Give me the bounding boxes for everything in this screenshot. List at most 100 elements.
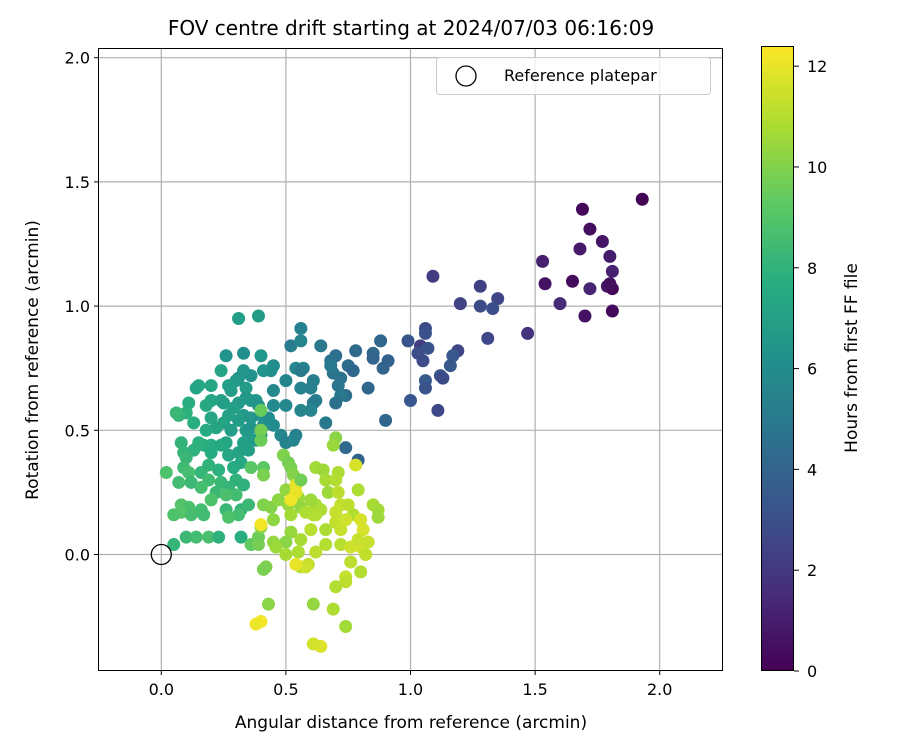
data-point [204,493,218,507]
data-point [346,364,360,378]
data-point [214,364,228,378]
colorbar-tick-label: 2 [807,561,817,580]
data-point [366,351,380,365]
data-point [339,513,353,527]
colorbar-tick-label: 8 [807,259,817,278]
data-point [421,341,435,355]
data-point [436,371,450,385]
data-point [224,423,238,437]
x-tick-label: 2.0 [647,680,672,699]
data-point [189,381,203,395]
data-point [404,393,417,407]
data-point [334,523,348,537]
data-point [329,580,343,594]
y-tick-label: 0.0 [65,545,90,564]
data-point [254,349,268,363]
grid-lines [99,49,722,670]
x-axis-label: Angular distance from reference (arcmin) [235,713,587,733]
data-point [334,538,348,552]
data-point [266,384,280,398]
data-point [204,411,218,425]
data-point [538,277,552,291]
data-point [341,498,355,512]
data-point [174,436,188,450]
data-point [306,597,320,611]
data-point [254,423,268,437]
data-point [159,466,173,480]
data-point [184,475,198,489]
data-point [234,456,248,470]
x-tick-label: 1.5 [522,680,547,699]
colorbar-frame [761,46,794,671]
data-point [316,463,330,477]
data-point [266,398,280,412]
data-point [284,493,298,507]
data-point [309,545,323,559]
data-point [349,458,363,472]
data-point [371,510,385,524]
data-point [294,403,308,417]
data-point [256,468,270,482]
data-point [573,242,587,256]
data-point [491,292,505,306]
data-point [603,249,617,263]
data-point [426,269,440,283]
y-tick-label: 1.5 [65,173,90,192]
y-tick-label: 0.5 [65,421,90,440]
data-point [418,326,432,340]
data-point [279,535,293,549]
data-point [232,312,246,326]
data-point [242,443,256,457]
legend-label: Reference platepar [504,66,657,85]
data-point [299,560,313,574]
data-point [194,480,208,494]
data-point [169,406,183,420]
data-point [232,413,246,427]
data-point [239,381,253,395]
data-point [635,192,649,206]
colorbar-gradient [761,46,794,671]
data-point [319,473,333,487]
data-point [605,304,619,318]
data-point [431,403,445,417]
data-point [304,493,318,507]
data-point [269,540,283,554]
data-point [256,562,270,576]
data-point [416,354,430,368]
data-point [306,637,320,651]
data-point [279,547,293,561]
colorbar-tick-label: 4 [807,460,817,479]
x-tick-label: 0.5 [273,680,298,699]
colorbar-ticks: 0 2 4 6 8 10 12 [794,57,827,681]
data-point [473,299,487,313]
data-point [234,530,248,544]
data-point [222,510,236,524]
data-point [294,381,308,395]
data-point [202,458,216,472]
data-point [319,416,333,430]
data-point [294,334,308,348]
data-point [339,441,353,455]
data-point [172,475,186,489]
data-point [324,359,338,373]
data-point [279,398,293,412]
data-point [279,374,293,388]
data-point [232,446,246,460]
data-point [266,513,280,527]
data-point [329,505,343,519]
data-point [184,508,198,522]
data-point [261,597,275,611]
data-point [344,555,358,569]
data-point [204,379,218,393]
data-point [314,339,328,353]
data-point [222,448,236,462]
data-point [254,518,268,532]
data-point [284,508,298,522]
data-point [284,339,298,353]
data-point [182,466,196,480]
data-point [361,535,375,549]
colorbar: 0 2 4 6 8 10 12 Hours from first FF file [761,46,862,681]
data-point [473,279,487,293]
legend: Reference platepar [436,57,711,95]
colorbar-label: Hours from first FF file [842,263,862,453]
